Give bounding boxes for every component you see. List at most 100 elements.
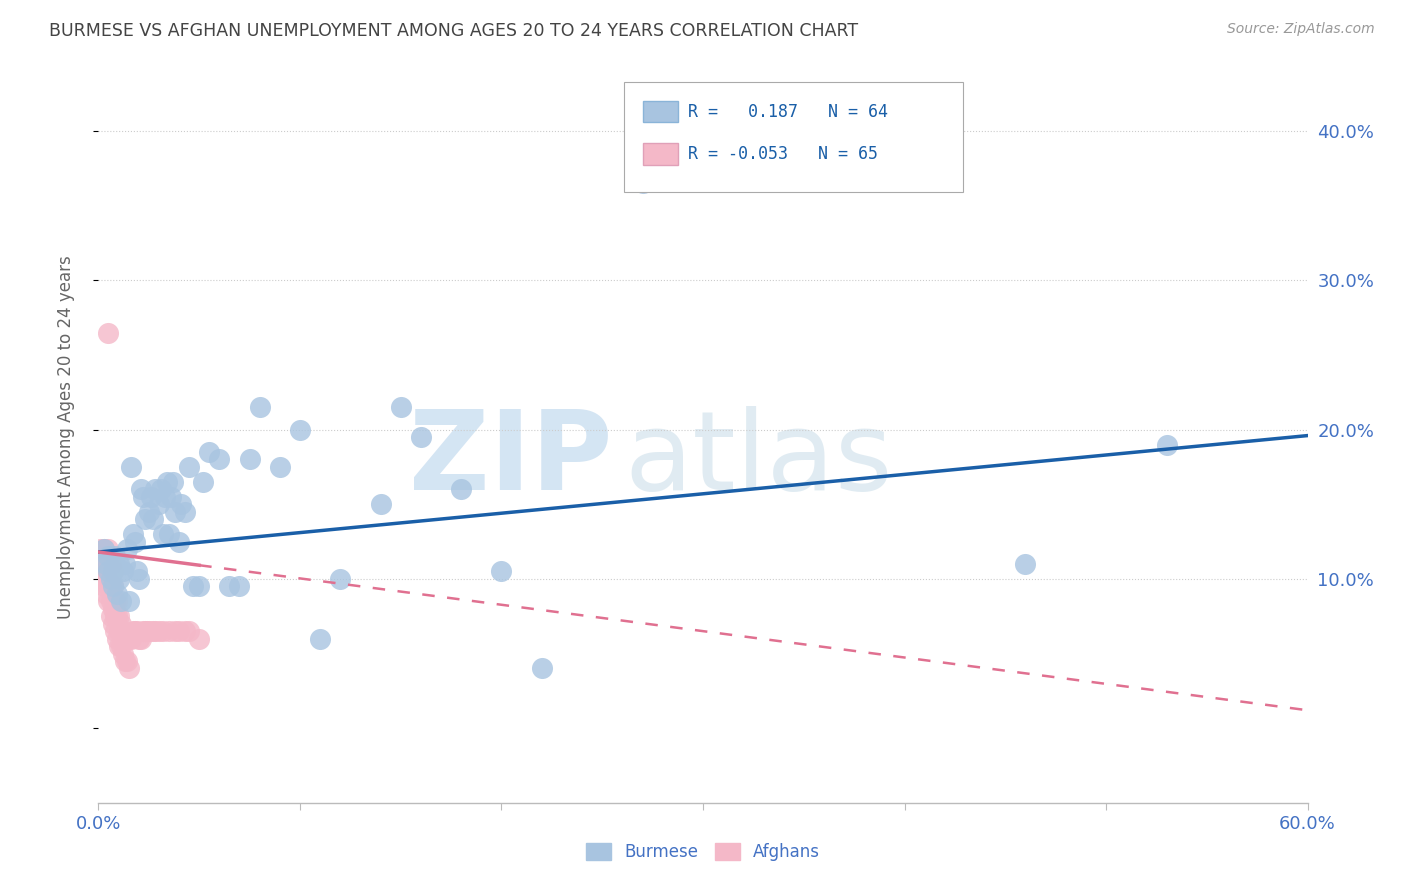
Point (120, 632, 142, 646)
Legend: Burmese, Afghans: Burmese, Afghans (579, 836, 827, 868)
Point (89, 542, 111, 557)
Point (152, 527, 174, 541)
Point (96, 557, 118, 571)
Point (107, 557, 129, 571)
Point (121, 527, 143, 541)
Point (96, 565, 118, 579)
Point (125, 565, 148, 579)
Point (1156, 437, 1178, 451)
FancyBboxPatch shape (643, 144, 678, 165)
Point (156, 475, 179, 489)
Point (118, 632, 141, 646)
Point (118, 661, 141, 675)
Text: R = -0.053   N = 65: R = -0.053 N = 65 (689, 145, 879, 163)
Point (163, 624, 186, 639)
Point (97, 557, 120, 571)
Text: atlas: atlas (624, 406, 893, 513)
Point (193, 475, 215, 489)
Point (135, 624, 157, 639)
Point (101, 565, 124, 579)
Point (132, 624, 155, 639)
Point (157, 624, 180, 639)
Point (129, 632, 152, 646)
Point (100, 594, 122, 608)
Point (1014, 557, 1036, 571)
Point (129, 483, 152, 497)
Point (97, 542, 120, 557)
Point (139, 490, 162, 504)
Point (409, 430, 432, 444)
Point (93, 579, 115, 593)
Point (105, 594, 128, 608)
Point (103, 549, 125, 564)
Point (188, 579, 211, 593)
Point (530, 661, 553, 675)
Point (179, 624, 201, 639)
Point (96, 557, 118, 571)
Point (631, 131, 654, 145)
Point (115, 654, 138, 668)
Point (105, 609, 128, 624)
Text: Source: ZipAtlas.com: Source: ZipAtlas.com (1227, 22, 1375, 37)
Point (148, 497, 170, 511)
Point (134, 624, 156, 639)
Point (101, 616, 124, 631)
Point (103, 609, 125, 624)
Point (115, 542, 138, 557)
Point (198, 445, 221, 459)
Point (149, 483, 172, 497)
Point (100, 557, 122, 571)
Point (111, 647, 134, 661)
Point (103, 594, 125, 608)
Point (114, 557, 136, 571)
Point (97, 549, 120, 564)
Point (138, 624, 160, 639)
Point (142, 512, 165, 526)
Point (120, 459, 142, 474)
Point (239, 452, 262, 467)
Point (105, 587, 128, 601)
Point (103, 624, 125, 639)
Point (450, 483, 472, 497)
Point (138, 505, 160, 519)
Point (143, 624, 166, 639)
Point (97, 326, 120, 340)
FancyBboxPatch shape (624, 82, 963, 192)
Point (181, 579, 204, 593)
Point (389, 401, 412, 415)
Point (249, 401, 271, 415)
FancyBboxPatch shape (643, 101, 678, 122)
Point (118, 594, 141, 608)
Point (152, 624, 174, 639)
Point (114, 654, 136, 668)
Point (93, 542, 115, 557)
Point (100, 572, 122, 586)
Point (111, 565, 134, 579)
Point (269, 459, 291, 474)
Point (134, 512, 156, 526)
Point (631, 177, 654, 191)
Point (128, 572, 150, 586)
Point (93, 542, 115, 557)
Point (162, 475, 184, 489)
Point (89, 549, 111, 564)
Point (97, 565, 120, 579)
Point (110, 594, 132, 608)
Point (142, 624, 165, 639)
Point (125, 624, 148, 639)
Point (179, 459, 201, 474)
Point (97, 579, 120, 593)
Point (91, 549, 114, 564)
Point (124, 534, 146, 549)
Point (188, 632, 211, 646)
Y-axis label: Unemployment Among Ages 20 to 24 years: Unemployment Among Ages 20 to 24 years (56, 255, 75, 619)
Point (153, 490, 176, 504)
Point (91, 572, 114, 586)
Point (143, 483, 166, 497)
Point (100, 609, 122, 624)
Point (174, 505, 197, 519)
Point (309, 632, 332, 646)
Point (91, 565, 114, 579)
Point (174, 624, 197, 639)
Point (101, 601, 124, 615)
